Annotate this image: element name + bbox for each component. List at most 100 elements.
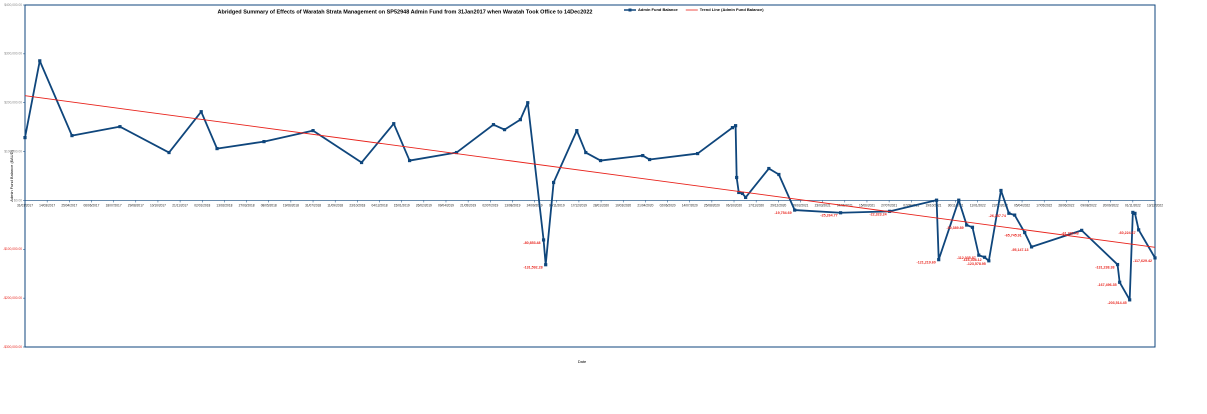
data-point	[737, 190, 741, 195]
data-point	[551, 180, 556, 185]
data-point	[734, 124, 738, 128]
data-point	[1131, 210, 1135, 214]
x-tick-label: 02/06/2020	[660, 203, 676, 207]
x-tick-label: 20/09/2022	[1103, 203, 1119, 207]
data-point	[38, 59, 42, 63]
x-tick-label: 25/08/2020	[704, 203, 720, 207]
x-tick-label: 09/02/2021	[793, 203, 809, 207]
x-tick-label: 17/05/2022	[1036, 203, 1052, 207]
x-tick-label: 11/01/2022	[970, 203, 986, 207]
data-point	[735, 175, 739, 180]
y-tick-label: $100,000.00	[4, 149, 22, 153]
x-tick-label: 29/12/2020	[770, 203, 786, 207]
data-label: -95,147.13	[1011, 248, 1028, 252]
x-tick-label: 15/06/2021	[859, 203, 875, 207]
data-point	[407, 158, 412, 163]
data-label: -80,853.48	[523, 241, 540, 245]
data-label: -203,514.45	[1107, 301, 1126, 305]
data-point	[359, 160, 364, 165]
data-point	[598, 158, 603, 163]
x-tick-label: 02/01/2018	[194, 203, 210, 207]
x-tick-label: 04/12/2018	[372, 203, 388, 207]
data-label: -61,289.48	[1061, 231, 1078, 235]
data-point	[575, 129, 579, 133]
data-point	[793, 208, 797, 212]
x-tick-label: 02/07/2019	[482, 203, 498, 207]
data-point	[999, 188, 1003, 193]
data-point	[491, 123, 496, 127]
data-point	[1023, 230, 1027, 235]
x-tick-label: 21/05/2019	[460, 203, 476, 207]
data-label: -116,308.12	[963, 258, 982, 262]
x-tick-label: 10/10/2017	[150, 203, 166, 207]
data-point	[1153, 256, 1157, 260]
x-tick-label: 17/11/2020	[748, 203, 764, 207]
legend-label: Trend Line (Admin Fund Balance)	[700, 7, 764, 12]
x-tick-label: 05/04/2022	[1014, 203, 1030, 207]
x-tick-label: 26/02/2019	[416, 203, 432, 207]
data-point	[262, 140, 266, 144]
x-tick-label: 21/04/2020	[637, 203, 653, 207]
x-tick-label: 15/01/2019	[394, 203, 410, 207]
x-tick-label: 19/06/2018	[283, 203, 299, 207]
data-point	[311, 129, 315, 133]
data-label: -123,578.95	[967, 262, 986, 266]
x-tick-label: 28/01/2020	[593, 203, 609, 207]
x-axis-title: Date	[578, 359, 587, 364]
data-label: -121,219.60	[917, 261, 936, 265]
data-point	[454, 150, 459, 155]
data-point	[526, 101, 530, 105]
data-point	[1137, 228, 1141, 232]
y-tick-label: $300,000.00	[4, 52, 22, 56]
x-tick-label: 23/10/2018	[349, 203, 365, 207]
data-point	[1128, 298, 1132, 302]
y-tick-label: -$100,000.00	[3, 247, 22, 251]
data-label: -112,035.87	[957, 256, 976, 260]
data-point	[983, 255, 987, 259]
data-point	[518, 118, 522, 122]
x-tick-label: 24/09/2019	[527, 203, 543, 207]
data-point	[970, 225, 975, 229]
x-tick-label: 01/11/2022	[1125, 203, 1141, 207]
plot-border	[24, 4, 1156, 348]
x-tick-label: 13/02/2018	[216, 203, 232, 207]
data-point	[584, 150, 588, 155]
data-point	[934, 198, 939, 202]
data-point	[777, 172, 781, 177]
data-label: -65,745.91	[1005, 234, 1022, 238]
data-point	[740, 191, 745, 196]
data-label: -131,592.28	[523, 266, 542, 270]
data-point	[937, 258, 941, 262]
x-tick-label: 27/03/2018	[239, 203, 255, 207]
x-tick-label: 17/12/2019	[571, 203, 587, 207]
chart-title: Abridged Summary of Effects of Waratah S…	[218, 9, 593, 15]
data-label: -26,287.74	[989, 214, 1006, 218]
x-tick-label: 14/07/2020	[682, 203, 698, 207]
data-point	[118, 125, 122, 129]
y-tick-label: -$200,000.00	[3, 296, 22, 300]
x-tick-label: 22/02/2022	[992, 203, 1008, 207]
x-tick-label: 29/08/2017	[128, 203, 144, 207]
data-label: -25,264.77	[820, 214, 837, 218]
y-tick-label: -$300,000.00	[3, 345, 22, 349]
x-tick-label: 13/08/2019	[504, 203, 520, 207]
data-point	[215, 146, 219, 151]
data-point	[977, 253, 981, 257]
x-tick-label: 28/06/2022	[1058, 203, 1074, 207]
data-point	[70, 133, 74, 138]
data-label: -167,496.35	[1097, 283, 1116, 287]
data-point	[648, 157, 652, 162]
x-tick-label: 27/07/2021	[881, 203, 897, 207]
x-tick-label: 09/08/2022	[1081, 203, 1097, 207]
data-point	[1013, 213, 1017, 217]
x-tick-label: 08/05/2018	[261, 203, 277, 207]
data-point	[696, 151, 700, 156]
data-point	[167, 150, 171, 155]
y-tick-label: $0.00	[14, 198, 22, 202]
y-tick-label: $200,000.00	[4, 101, 22, 105]
legend-marker	[628, 8, 632, 12]
x-tick-label: 31/07/2018	[305, 203, 321, 207]
x-tick-label: 31/01/2017	[17, 203, 33, 207]
data-point	[1007, 211, 1011, 215]
x-tick-label: 13/12/2022	[1147, 203, 1163, 207]
